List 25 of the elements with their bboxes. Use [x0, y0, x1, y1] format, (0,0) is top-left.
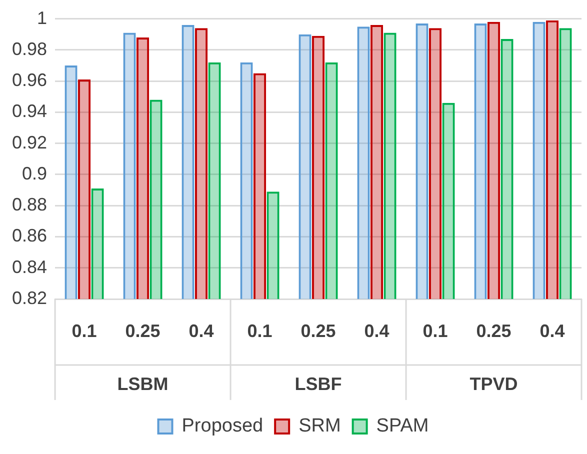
x-tick-label: 0.4 — [364, 320, 390, 341]
y-tick-label: 0.94 — [12, 101, 48, 122]
x-tick-label: 0.1 — [247, 320, 272, 341]
legend-label: Proposed — [182, 416, 264, 437]
x-tick-label: 0.1 — [422, 320, 448, 341]
y-tick-label: 0.9 — [22, 163, 48, 184]
x-tick-label: 0.25 — [476, 320, 512, 341]
x-tick-label: 0.4 — [188, 320, 214, 341]
y-tick-label: 1 — [37, 8, 48, 28]
y-tick-label: 0.96 — [12, 70, 48, 90]
x-tick-label: 0.25 — [300, 320, 336, 341]
legend-label: SRM — [298, 416, 341, 437]
y-tick-label: 0.86 — [12, 226, 48, 246]
x-tick-label: 0.4 — [540, 320, 565, 341]
y-tick-label: 0.92 — [12, 132, 48, 152]
y-tick-label: 0.98 — [12, 38, 48, 59]
legend-label: SPAM — [376, 416, 429, 437]
y-tick-label: 0.88 — [12, 194, 48, 215]
text: LSBM — [117, 374, 168, 394]
y-tick-label: 0.84 — [12, 256, 48, 277]
text: TPVD — [470, 374, 518, 394]
x-tick-label: 0.25 — [125, 320, 160, 341]
text: LSBF — [294, 374, 342, 394]
y-tick-label: 0.82 — [12, 288, 48, 308]
x-tick-label: 0.1 — [72, 320, 97, 341]
